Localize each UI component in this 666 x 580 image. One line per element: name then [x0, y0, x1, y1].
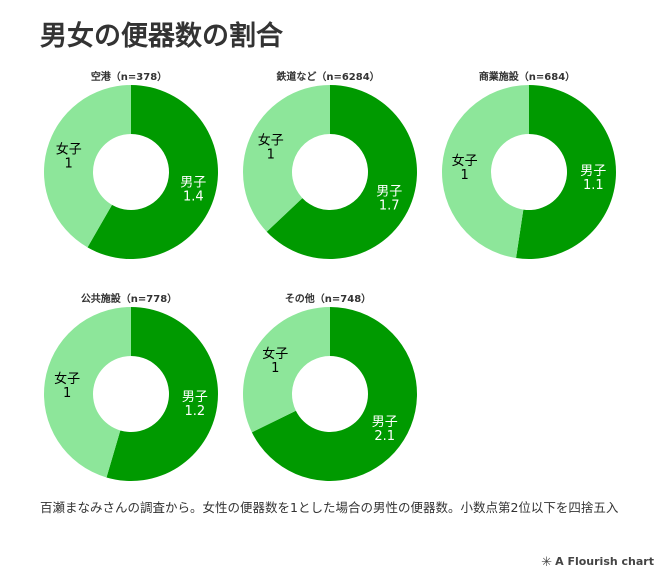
label-female: 女子 1: [56, 141, 82, 171]
slice-female[interactable]: [43, 85, 131, 248]
panel-title: 公共施設（n=778）: [80, 294, 178, 305]
label-female: 女子 1: [452, 153, 478, 183]
asterisk-icon: ✳: [541, 555, 553, 570]
panel-title: 鉄道など（n=6284）: [276, 72, 380, 83]
chart-title: 男女の便器数の割合: [40, 21, 283, 52]
panel-title: 商業施設（n=684）: [478, 72, 576, 83]
slice-male[interactable]: [251, 307, 417, 481]
slice-male[interactable]: [87, 85, 219, 259]
label-male: 男子 1.4: [180, 176, 206, 205]
slice-female[interactable]: [243, 307, 330, 433]
label-male: 男子 1.2: [182, 390, 208, 419]
panel-title: 空港（n=378）: [90, 72, 168, 83]
donut-chart[interactable]: 男子 1.1 女子 1: [439, 82, 619, 262]
source-note: 百瀬まなみさんの調査から。女性の便器数を1とした場合の男性の便器数。小数点第2位…: [40, 500, 619, 515]
donut-panel-airport: 空港（n=378） 男子 1.4 女子 1: [41, 68, 241, 278]
donut-chart[interactable]: 男子 1.7 女子 1: [240, 82, 420, 262]
slice-female[interactable]: [442, 85, 529, 259]
slice-male[interactable]: [266, 85, 417, 259]
donut-chart[interactable]: 男子 1.2 女子 1: [41, 304, 221, 484]
slice-female[interactable]: [243, 85, 330, 232]
donut-panel-commercial: 商業施設（n=684） 男子 1.1 女子 1: [439, 68, 639, 278]
flourish-credit-link[interactable]: ✳ A Flourish chart: [541, 555, 654, 570]
donut-chart[interactable]: 男子 2.1 女子 1: [240, 304, 420, 484]
panel-title: その他（n=748）: [284, 294, 372, 305]
slice-male[interactable]: [516, 85, 617, 259]
donut-panel-public: 公共施設（n=778） 男子 1.2 女子 1: [41, 290, 241, 500]
label-male: 男子 1.1: [580, 164, 606, 193]
donut-panel-railway: 鉄道など（n=6284） 男子 1.7 女子 1: [240, 68, 440, 278]
label-female: 女子 1: [54, 371, 80, 401]
label-male: 男子 2.1: [372, 415, 398, 444]
label-male: 男子 1.7: [376, 185, 402, 214]
label-female: 女子 1: [258, 132, 284, 162]
label-female: 女子 1: [262, 346, 288, 376]
slice-male[interactable]: [106, 307, 218, 481]
donut-panel-other: その他（n=748） 男子 2.1 女子 1: [240, 290, 440, 500]
slice-female[interactable]: [44, 307, 132, 478]
donut-chart[interactable]: 男子 1.4 女子 1: [41, 82, 221, 262]
credit-text: A Flourish chart: [555, 555, 654, 568]
